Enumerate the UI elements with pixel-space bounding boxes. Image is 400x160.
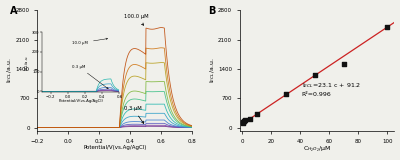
Point <box>241 120 247 123</box>
Text: B: B <box>208 6 216 16</box>
Text: 0.3 μM: 0.3 μM <box>124 106 144 123</box>
X-axis label: Potential/V(vs.Ag/AgCl): Potential/V(vs.Ag/AgCl) <box>83 145 146 150</box>
Point <box>254 113 260 115</box>
Point <box>340 62 347 65</box>
X-axis label: C$_{H_2O_2}$/μM: C$_{H_2O_2}$/μM <box>303 145 331 154</box>
Point <box>384 26 390 28</box>
Text: I$_{ECL}$=23.1 c + 91.2
R²=0.996: I$_{ECL}$=23.1 c + 91.2 R²=0.996 <box>302 81 360 97</box>
Point <box>312 74 318 76</box>
Point <box>242 119 248 121</box>
Point <box>240 122 246 125</box>
Point <box>240 121 246 124</box>
Point <box>246 118 253 120</box>
Point <box>283 93 289 95</box>
Text: 100.0 μM: 100.0 μM <box>124 14 149 25</box>
Text: A: A <box>10 6 17 16</box>
Y-axis label: I$_{ECL}$/a.u.: I$_{ECL}$/a.u. <box>208 58 216 83</box>
Y-axis label: I$_{ECL}$/a.u.: I$_{ECL}$/a.u. <box>6 58 14 83</box>
